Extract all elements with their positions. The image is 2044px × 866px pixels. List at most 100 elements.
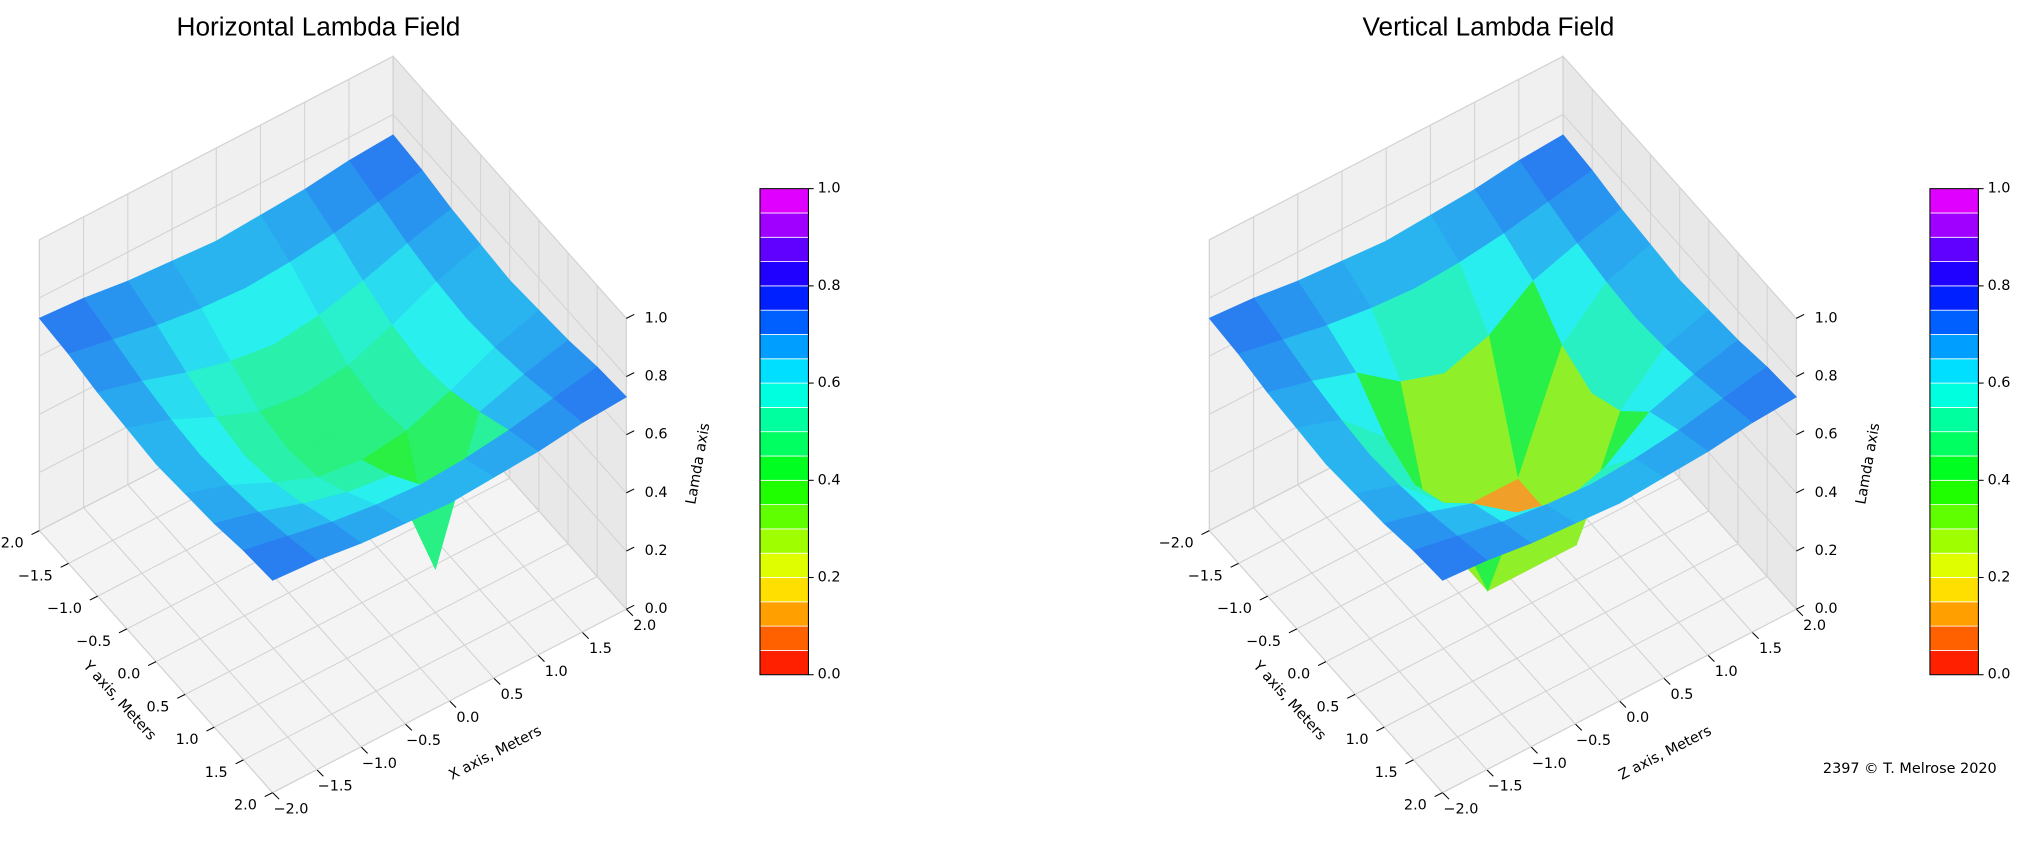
- y-tick-label: −0.5: [1246, 634, 1281, 650]
- tick-mark: [1574, 723, 1583, 731]
- x-tick-label: −1.0: [362, 756, 397, 772]
- colorbar-band: [1929, 382, 1979, 408]
- colorbar-band: [759, 577, 809, 603]
- tick-mark: [1405, 759, 1414, 765]
- tick-mark: [118, 628, 128, 634]
- y-tick-label: −1.5: [1188, 568, 1223, 584]
- grid-line: [1442, 608, 1797, 794]
- colorbar-band: [759, 261, 809, 287]
- z-axis-label: Lamda axis: [683, 422, 713, 506]
- colorbar-band: [1929, 650, 1979, 676]
- colorbar-band: [1929, 528, 1979, 554]
- z-tick-label: 0.8: [645, 369, 668, 385]
- z-tick-label: 1.0: [645, 310, 668, 326]
- colorbar-band: [759, 455, 809, 481]
- y-tick-label: 1.0: [176, 732, 199, 748]
- x-tick-label: 0.0: [1626, 710, 1649, 726]
- colorbar-tick-label: 0.6: [1988, 375, 2011, 391]
- y-tick-label: −2.0: [1159, 536, 1194, 552]
- colorbar-tick-label: 1.0: [818, 181, 841, 197]
- tick-mark: [493, 677, 501, 685]
- colorbar-band: [759, 212, 809, 238]
- tick-mark: [626, 488, 635, 494]
- grid-line: [39, 55, 394, 241]
- colorbar-band: [1929, 358, 1979, 384]
- tick-mark: [89, 595, 98, 601]
- colorbar-band: [1929, 625, 1979, 651]
- grid-line: [272, 608, 627, 794]
- tick-mark: [537, 654, 545, 662]
- y-tick-label: 0.0: [1287, 667, 1310, 683]
- tick-mark: [206, 726, 215, 732]
- colorbar-band: [1929, 188, 1979, 214]
- colorbar-band: [1929, 285, 1979, 311]
- tick-mark: [1434, 792, 1443, 798]
- tick-mark: [264, 792, 273, 798]
- colorbar-tick-label: 0.4: [1988, 472, 2011, 488]
- colorbar-band: [759, 552, 809, 578]
- y-tick-label: −1.0: [1217, 601, 1252, 617]
- y-tick-label: 0.5: [1316, 699, 1339, 715]
- tick-mark: [1663, 677, 1671, 685]
- x-tick-label: 0.0: [456, 710, 479, 726]
- tick-mark: [177, 693, 186, 699]
- tick-mark: [626, 604, 635, 610]
- x-tick-label: 2.0: [1803, 618, 1826, 634]
- tick-mark: [1707, 654, 1715, 662]
- x-tick-label: −2.0: [273, 802, 308, 818]
- x-tick-label: 1.5: [589, 641, 612, 657]
- y-tick-label: 0.5: [147, 699, 170, 715]
- x-tick-label: −1.5: [318, 779, 353, 795]
- y-tick-label: 1.5: [205, 765, 228, 781]
- colorbar-band: [1929, 309, 1979, 335]
- tick-mark: [449, 700, 457, 708]
- tick-mark: [1347, 693, 1356, 699]
- colorbar-band: [759, 479, 809, 505]
- colorbar-band: [759, 528, 809, 554]
- tick-mark: [235, 759, 244, 765]
- tick-mark: [1619, 700, 1627, 708]
- tick-mark: [626, 372, 635, 378]
- grid-line: [39, 114, 394, 299]
- grid-line: [184, 510, 540, 695]
- colorbar-band: [759, 285, 809, 311]
- tick-mark: [1795, 608, 1804, 617]
- colorbar-tick-label: 0.0: [818, 667, 841, 683]
- chart-title: Horizontal Lambda Field: [177, 12, 461, 42]
- colorbar-band: [759, 431, 809, 457]
- colorbar-tick-label: 0.8: [818, 278, 841, 294]
- tick-mark: [625, 608, 634, 617]
- surface-patch: [242, 535, 318, 581]
- colorbar-band: [759, 236, 809, 262]
- z-tick-label: 1.0: [1815, 310, 1838, 326]
- colorbar-tick-label: 0.4: [818, 472, 841, 488]
- y-tick-label: −0.5: [76, 634, 111, 650]
- colorbar-band: [1929, 577, 1979, 603]
- footer: 2397 © T. Melrose 2020: [1823, 761, 1997, 777]
- tick-mark: [1442, 792, 1450, 800]
- z-tick-label: 0.6: [645, 427, 668, 443]
- tick-mark: [1796, 488, 1805, 494]
- colorbar-band: [1929, 212, 1979, 238]
- colorbar-band: [759, 382, 809, 408]
- grid-line: [1413, 575, 1768, 761]
- grid-line: [1209, 55, 1564, 241]
- x-axis-label: Z axis, Meters: [1616, 723, 1714, 783]
- x-tick-label: 1.5: [1759, 641, 1782, 657]
- colorbar-band: [1929, 552, 1979, 578]
- x-tick-label: 0.5: [501, 687, 524, 703]
- z-tick-label: 0.2: [1815, 543, 1838, 559]
- colorbar-band: [759, 650, 809, 676]
- tick-mark: [1230, 562, 1239, 568]
- y-tick-label: −1.0: [47, 601, 82, 617]
- colorbar-band: [1929, 479, 1979, 505]
- z-tick-label: 0.6: [1815, 427, 1838, 443]
- colorbar-band: [1929, 261, 1979, 287]
- tick-mark: [1530, 746, 1538, 754]
- grid-line: [1209, 114, 1564, 299]
- tick-mark: [1317, 661, 1327, 667]
- grid-line: [1562, 114, 1797, 377]
- colorbar-band: [1929, 455, 1979, 481]
- colorbar-band: [759, 358, 809, 384]
